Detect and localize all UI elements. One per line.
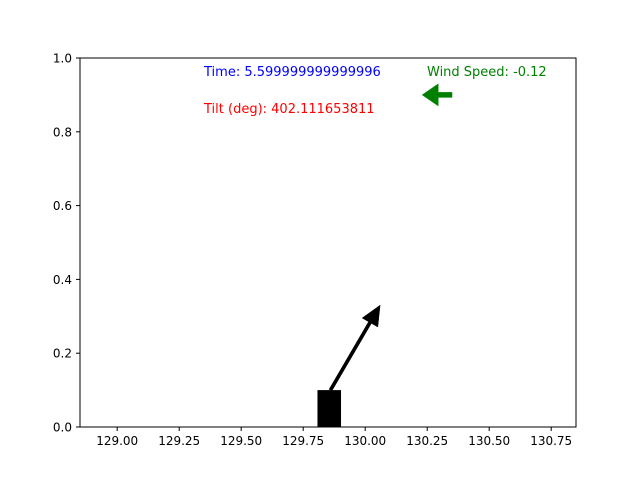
x-tick-label: 129.00 <box>96 434 138 448</box>
wind-arrow <box>421 83 453 107</box>
x-tick-label: 129.50 <box>220 434 262 448</box>
y-axis-ticks: 0.0 0.2 0.4 0.6 0.8 1.0 <box>53 52 80 435</box>
y-tick-label: 0.0 <box>53 421 72 435</box>
y-tick-label: 0.8 <box>53 125 72 139</box>
x-axis-ticks: 129.00 129.25 129.50 129.75 130.00 130.25 130.… <box>96 427 572 448</box>
plot-marks <box>317 83 453 427</box>
x-tick-label: 129.75 <box>282 434 324 448</box>
x-tick-label: 130.25 <box>406 434 448 448</box>
x-tick-label: 130.50 <box>468 434 510 448</box>
cart <box>317 390 342 427</box>
y-tick-label: 1.0 <box>53 52 72 66</box>
time-label: Time: 5.599999999999996 <box>203 65 381 80</box>
x-tick-label: 129.25 <box>158 434 200 448</box>
pole-arrow <box>328 304 381 392</box>
axes-frame <box>79 57 577 428</box>
y-tick-label: 0.2 <box>53 347 72 361</box>
y-tick-label: 0.6 <box>53 199 72 213</box>
x-tick-label: 130.00 <box>344 434 386 448</box>
tilt-label: Tilt (deg): 402.111653811 <box>203 102 375 117</box>
y-tick-label: 0.4 <box>53 273 72 287</box>
wind-speed-label: Wind Speed: -0.12 <box>427 65 547 80</box>
x-tick-label: 130.75 <box>530 434 572 448</box>
